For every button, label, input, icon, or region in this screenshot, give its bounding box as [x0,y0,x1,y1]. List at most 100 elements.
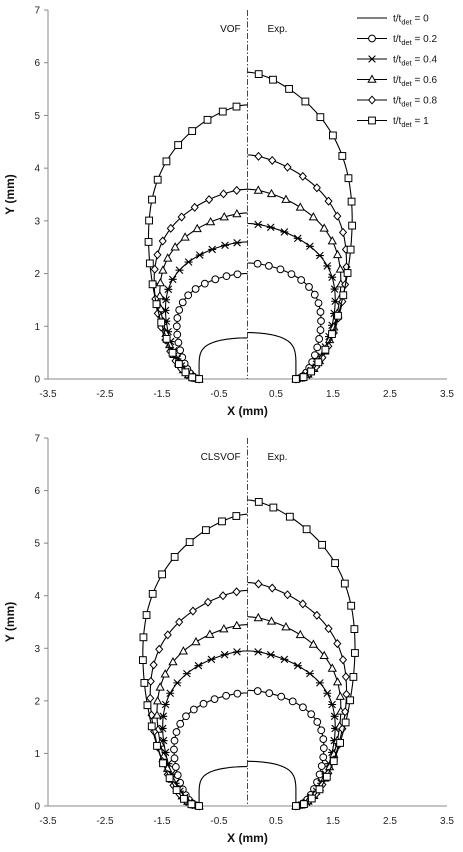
data-point [305,669,314,678]
data-point [163,253,173,262]
data-point [317,762,326,770]
data-point [344,174,353,183]
data-point [172,786,181,794]
data-point [265,689,274,698]
chart-panel-2: 0 1 2 3 4 5 6 7 -3.5 -2.5 -1.5 -0.5 0.5 1.5 2.5 3.5 X (m… [3,434,454,846]
data-point [148,280,157,289]
data-point [170,736,179,745]
data-point [188,606,197,616]
data-point [173,330,182,339]
data-point [268,583,277,593]
data-point [293,661,302,670]
y-tick-label: 4 [34,164,40,175]
data-point [162,157,171,166]
series-square [144,70,357,383]
data-point [175,266,184,274]
data-point [332,677,343,686]
legend-sub: det [401,18,412,27]
data-point [163,630,172,640]
data-point [321,345,330,354]
data-point [175,617,184,627]
data-point [299,373,308,382]
data-point [233,270,242,279]
data-point [295,629,305,639]
data-point [269,503,278,512]
data-point [312,610,321,620]
data-point [324,624,333,634]
y-tick-label: 7 [34,6,40,17]
data-point [340,579,349,588]
legend-sub: det [401,120,412,129]
series-circle [172,259,325,383]
y-tick-label: 4 [34,591,40,602]
data-point [343,269,352,277]
x-tick-label: -2.5 [96,816,114,827]
data-point [323,262,332,270]
data-point [203,597,213,607]
legend-prefix: t/t [393,116,402,127]
data-point [180,232,190,241]
data-point [266,650,275,659]
data-point [168,275,177,284]
x-tick-label: 1.5 [326,816,340,827]
data-point [146,693,155,703]
data-point [269,75,277,84]
data-point [218,591,228,601]
x-tick-label: -3.5 [39,389,57,400]
data-point [308,639,319,648]
y-tick-label: 6 [34,486,40,497]
data-point [138,656,147,665]
data-point [313,343,322,352]
data-point [181,368,190,377]
x-tick-label: 2.5 [383,816,397,827]
data-point [207,655,216,664]
data-point [153,175,162,184]
data-point [150,264,159,274]
data-point [314,299,323,307]
legend-suffix: = 0.2 [412,34,438,45]
data-point [233,238,242,247]
y-tick-label: 3 [34,216,40,227]
data-point [315,785,324,794]
data-point [158,236,167,246]
data-point [187,800,196,809]
model-label: VOF [220,24,241,35]
data-point [222,691,231,700]
data-point [327,663,337,672]
data-point [146,676,155,686]
data-point [324,196,333,206]
data-point [318,540,327,549]
contour-line-left [198,337,248,380]
data-point [152,696,163,705]
data-point [266,223,275,232]
data-point [328,330,336,338]
data-point [218,517,226,526]
legend-sub: det [401,38,412,47]
data-point [253,185,263,194]
data-point [266,616,277,625]
data-point [328,131,337,140]
legend-marker [368,55,376,63]
data-point [178,646,189,655]
data-point [173,679,182,687]
data-point [346,245,355,254]
data-point [202,526,210,535]
data-point [346,696,355,705]
x-tick-label: -3.5 [39,816,57,827]
y-axis-label: Y (mm) [3,602,17,642]
data-point [307,710,316,719]
data-point [162,295,171,304]
series-circle [170,687,328,810]
data-point [281,622,291,631]
data-point [139,633,148,642]
data-point [349,673,358,681]
data-point [170,754,179,763]
data-point [268,155,277,165]
data-point [155,290,165,300]
data-point [292,375,300,383]
data-point [160,669,170,678]
data-point [153,741,161,750]
data-point [323,689,332,698]
x-tick-label: -2.5 [96,389,114,400]
data-point [314,358,323,367]
